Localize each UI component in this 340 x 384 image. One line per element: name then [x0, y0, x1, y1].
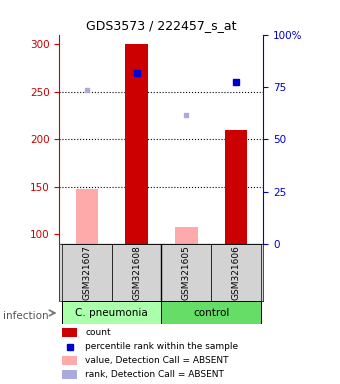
Bar: [62, 370, 77, 379]
Bar: [62, 328, 77, 337]
Text: GSM321605: GSM321605: [182, 245, 191, 300]
Bar: [62, 301, 162, 324]
Text: infection: infection: [3, 311, 49, 321]
Text: value, Detection Call = ABSENT: value, Detection Call = ABSENT: [85, 356, 229, 365]
Text: percentile rank within the sample: percentile rank within the sample: [85, 342, 238, 351]
Bar: [225, 130, 247, 244]
Bar: [62, 244, 112, 301]
Text: GSM321608: GSM321608: [132, 245, 141, 300]
Bar: [62, 356, 77, 365]
Bar: [211, 244, 261, 301]
Bar: [76, 189, 98, 244]
Text: count: count: [85, 328, 111, 337]
Text: GSM321607: GSM321607: [82, 245, 91, 300]
Bar: [125, 44, 148, 244]
Title: GDS3573 / 222457_s_at: GDS3573 / 222457_s_at: [86, 19, 237, 32]
Bar: [162, 301, 261, 324]
Bar: [175, 227, 198, 244]
Text: GSM321606: GSM321606: [232, 245, 241, 300]
Text: rank, Detection Call = ABSENT: rank, Detection Call = ABSENT: [85, 370, 224, 379]
Text: C. pneumonia: C. pneumonia: [75, 308, 148, 318]
Text: control: control: [193, 308, 230, 318]
Bar: [112, 244, 162, 301]
Bar: [162, 244, 211, 301]
